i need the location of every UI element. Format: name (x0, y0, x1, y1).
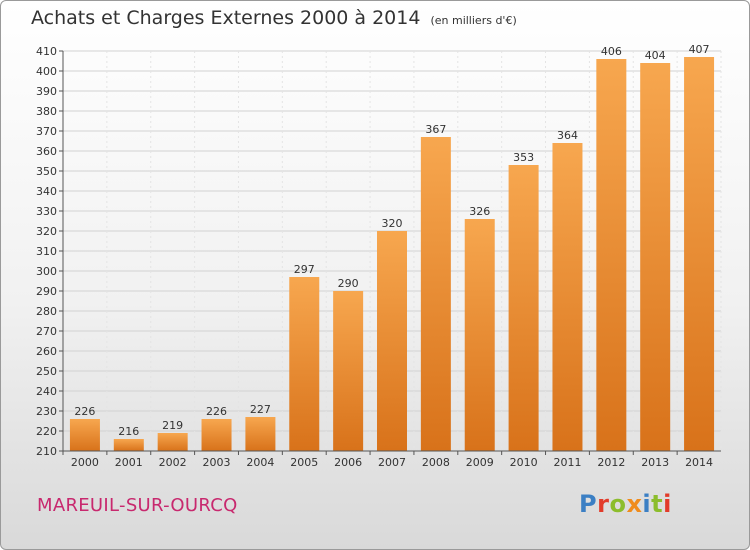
data-label: 326 (469, 205, 490, 218)
y-tick-label: 310 (36, 245, 57, 258)
logo-letter: i (663, 490, 672, 518)
y-tick-label: 290 (36, 285, 57, 298)
logo-letter: o (609, 490, 627, 518)
y-tick-label: 380 (36, 105, 57, 118)
bar (684, 57, 715, 451)
commune-name: MAREUIL-SUR-OURCQ (37, 495, 238, 516)
x-tick-label: 2001 (115, 456, 143, 469)
chart-title: Achats et Charges Externes 2000 à 2014 (e… (31, 7, 517, 29)
y-tick-label: 250 (36, 365, 57, 378)
logo-letter: i (642, 490, 652, 518)
bar (640, 63, 671, 451)
chart-subtitle: (en milliers d'€) (430, 14, 517, 27)
x-tick-label: 2012 (597, 456, 625, 469)
y-tick-label: 210 (36, 445, 57, 458)
bar (508, 165, 539, 451)
x-tick-label: 2002 (159, 456, 187, 469)
data-label: 290 (338, 277, 359, 290)
data-label: 226 (74, 405, 95, 418)
x-tick-label: 2008 (422, 456, 450, 469)
x-tick-label: 2010 (510, 456, 538, 469)
data-labels: 226 216 219 226 227 297 290 320 367 326 353 364 406 4… (74, 43, 709, 438)
x-tick-label: 2006 (334, 456, 362, 469)
data-label: 353 (513, 151, 534, 164)
data-label: 227 (250, 403, 271, 416)
y-axis: 210 220 230 240 250 260 270 280 290 300 310 320 330 3… (36, 45, 64, 458)
x-tick-label: 2011 (553, 456, 581, 469)
y-tick-label: 270 (36, 325, 57, 338)
data-label: 367 (425, 123, 446, 136)
logo-letter: r (597, 490, 610, 518)
y-tick-label: 400 (36, 65, 57, 78)
bar (596, 59, 627, 451)
x-tick-label: 2013 (641, 456, 669, 469)
y-tick-label: 260 (36, 345, 57, 358)
y-tick-label: 370 (36, 125, 57, 138)
y-tick-label: 220 (36, 425, 57, 438)
logo-letter: t (651, 490, 664, 518)
data-label: 364 (557, 129, 578, 142)
x-tick-label: 2003 (203, 456, 231, 469)
data-label: 406 (601, 45, 622, 58)
logo-letter: P (579, 490, 598, 518)
data-label: 226 (206, 405, 227, 418)
bars (69, 57, 715, 451)
bar (113, 439, 144, 451)
x-axis: 2000 2001 2002 2003 2004 2005 2006 2007 2008 2009… (62, 450, 721, 469)
x-tick-label: 2005 (290, 456, 318, 469)
y-tick-label: 340 (36, 185, 57, 198)
x-tick-label: 2009 (466, 456, 494, 469)
bar (333, 291, 364, 451)
data-label: 297 (294, 263, 315, 276)
data-label: 407 (689, 43, 710, 56)
logo-letter: x (626, 490, 643, 518)
data-label: 216 (118, 425, 139, 438)
bar (289, 277, 320, 451)
y-tick-label: 280 (36, 305, 57, 318)
y-tick-label: 350 (36, 165, 57, 178)
y-tick-label: 360 (36, 145, 57, 158)
bar (377, 231, 407, 451)
y-tick-label: 230 (36, 405, 57, 418)
y-tick-label: 320 (36, 225, 57, 238)
proxiti-logo[interactable]: Proxiti (579, 490, 672, 518)
y-tick-label: 240 (36, 385, 57, 398)
y-tick-label: 300 (36, 265, 57, 278)
x-tick-label: 2000 (71, 456, 99, 469)
x-tick-label: 2014 (685, 456, 713, 469)
x-tick-label: 2007 (378, 456, 406, 469)
chart-title-text: Achats et Charges Externes 2000 à 2014 (31, 7, 421, 29)
y-tick-label: 410 (36, 45, 57, 58)
x-tick-label: 2004 (246, 456, 274, 469)
y-tick-label: 390 (36, 85, 57, 98)
bar (420, 137, 451, 451)
bar (157, 433, 188, 451)
bar (245, 417, 276, 451)
data-label: 320 (382, 217, 403, 230)
bar (464, 219, 495, 451)
bar (552, 143, 583, 451)
data-label: 219 (162, 419, 183, 432)
bar (201, 419, 232, 451)
data-label: 404 (645, 49, 666, 62)
y-tick-label: 330 (36, 205, 57, 218)
bar (69, 419, 100, 451)
